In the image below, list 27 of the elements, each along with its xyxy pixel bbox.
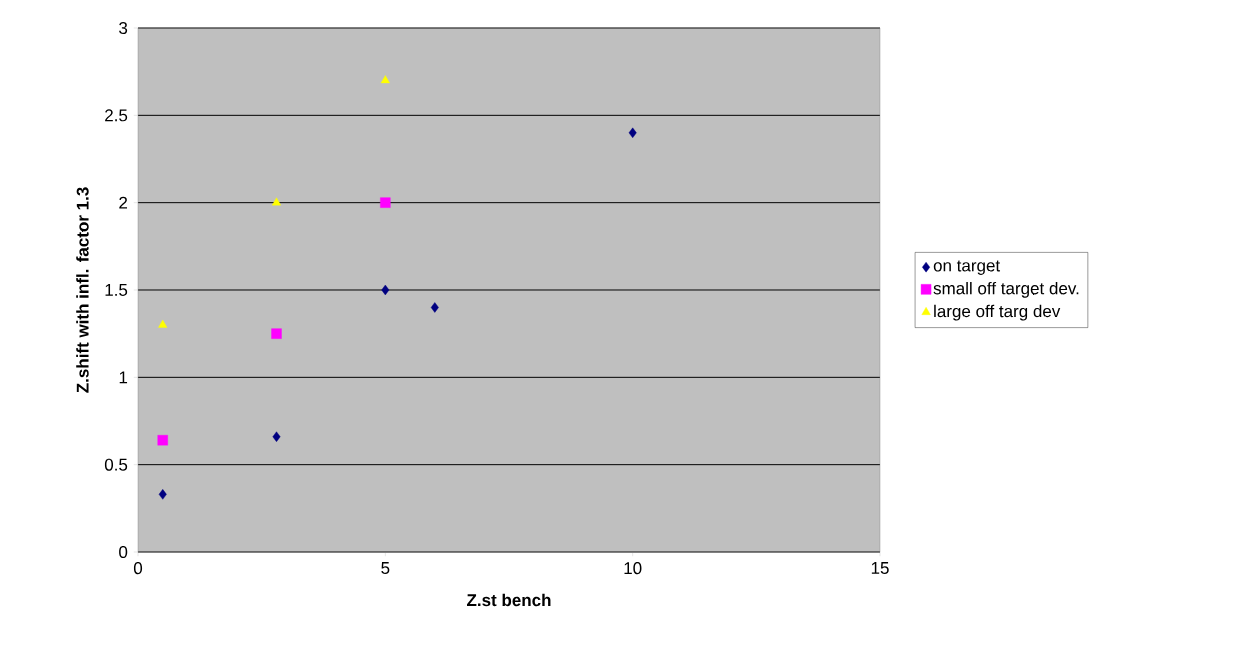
point <box>380 197 391 208</box>
legend-label: small off target dev. <box>933 281 1079 298</box>
legend-label: large off targ dev <box>934 304 1061 321</box>
point <box>271 197 282 206</box>
y-tick-label: 2.5 <box>105 109 128 122</box>
legend-label: on target <box>933 260 1001 275</box>
point <box>380 75 390 84</box>
x-tick-label: 0 <box>133 562 143 575</box>
y-tick-label: 0 <box>119 545 128 559</box>
point <box>272 431 281 442</box>
y-tick-label: 1.5 <box>105 284 128 296</box>
y-tick-label: 3 <box>119 21 128 35</box>
y-tick-label: 1 <box>119 371 128 384</box>
y-tick-label: 2 <box>119 196 128 209</box>
x-tick-label: 5 <box>381 562 390 574</box>
point <box>158 489 167 500</box>
x-axis-title: Z.st bench <box>467 593 551 607</box>
x-tick-label: 15 <box>871 562 889 574</box>
point <box>430 302 439 313</box>
point <box>628 127 637 138</box>
point <box>271 328 282 339</box>
point <box>158 319 168 328</box>
y-tick-label: 0.5 <box>104 458 128 471</box>
y-axis-title: Z.shift with infl. factor 1.3 <box>76 187 89 393</box>
x-tick-label: 10 <box>624 562 642 575</box>
point <box>381 284 390 296</box>
point <box>157 435 168 446</box>
